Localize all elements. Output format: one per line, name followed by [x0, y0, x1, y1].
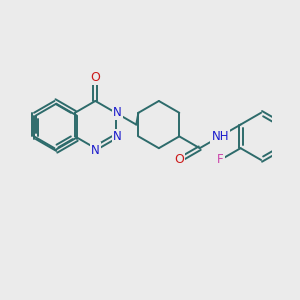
Text: N: N: [113, 106, 122, 119]
Text: F: F: [298, 154, 300, 166]
Text: N: N: [113, 130, 122, 143]
Text: N: N: [91, 143, 100, 157]
Text: F: F: [217, 154, 224, 166]
Text: O: O: [90, 71, 100, 84]
Text: NH: NH: [212, 130, 229, 143]
Text: O: O: [174, 154, 184, 166]
